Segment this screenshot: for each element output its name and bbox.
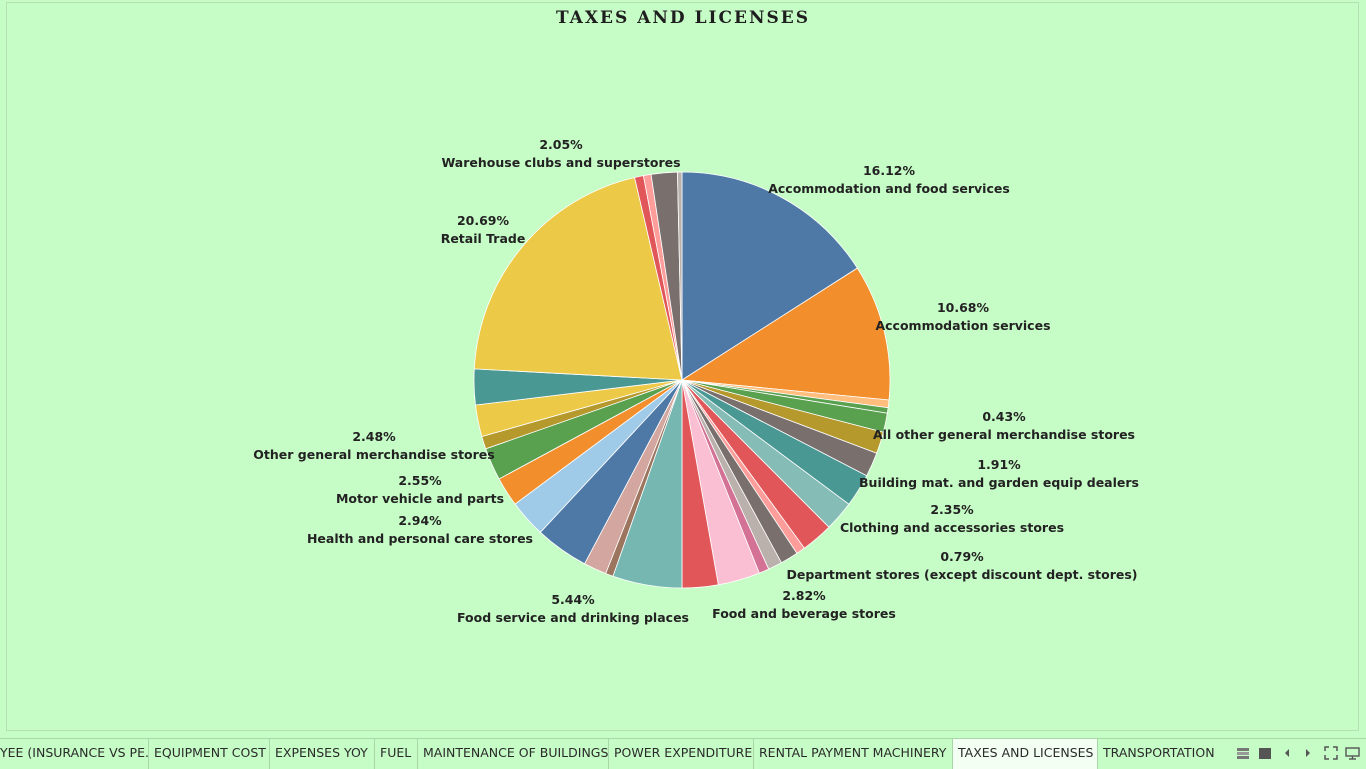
fullscreen-icon[interactable] [1324, 746, 1338, 760]
label-pct-accommodation-food: 16.12% [863, 163, 916, 178]
label-pct-department: 0.79% [940, 549, 984, 564]
pie-slice-retail-trade[interactable] [473, 177, 683, 381]
tab-power-expenditure[interactable]: POWER EXPENDITURE [609, 739, 754, 769]
label-pct-health: 2.94% [398, 513, 442, 528]
tab-transportation[interactable]: TRANSPORTATION [1103, 745, 1215, 760]
label-name-department: Department stores (except discount dept.… [786, 567, 1137, 582]
label-pct-warehouse: 2.05% [539, 137, 583, 152]
label-name-all-other-general: All other general merchandise stores [873, 427, 1135, 442]
tab-rental-payment[interactable]: RENTAL PAYMENT MACHINERY [754, 739, 953, 769]
presentation-icon[interactable] [1345, 746, 1360, 760]
chart-title: TAXES AND LICENSES [555, 8, 811, 28]
next-sheet-icon[interactable] [1303, 746, 1313, 760]
tab-expenses-yoy[interactable]: EXPENSES YOY [270, 739, 375, 769]
label-pct-building-mat: 1.91% [977, 457, 1021, 472]
tab-employee-insurance[interactable]: YEE (INSURANCE VS PE... [0, 739, 149, 769]
label-name-accommodation-services: Accommodation services [875, 318, 1050, 333]
sheet-tab-bar: YEE (INSURANCE VS PE... EQUIPMENT COST E… [0, 738, 1366, 769]
single-view-icon[interactable] [1258, 746, 1272, 760]
label-pct-other-general: 2.48% [352, 429, 396, 444]
tab-taxes-licenses[interactable]: TAXES AND LICENSES [953, 739, 1098, 769]
prev-sheet-icon[interactable] [1282, 746, 1292, 760]
label-name-food-beverage: Food and beverage stores [712, 606, 896, 621]
label-pct-clothing: 2.35% [930, 502, 974, 517]
label-name-clothing: Clothing and accessories stores [840, 520, 1064, 535]
label-name-retail-trade: Retail Trade [441, 231, 526, 246]
tab-maintenance-buildings[interactable]: MAINTENANCE OF BUILDINGS [418, 739, 609, 769]
label-pct-motor-vehicle: 2.55% [398, 473, 442, 488]
label-pct-accommodation-services: 10.68% [937, 300, 990, 315]
label-name-warehouse: Warehouse clubs and superstores [441, 155, 680, 170]
label-name-building-mat: Building mat. and garden equip dealers [859, 475, 1139, 490]
pie-slice-accommodation-services[interactable] [680, 267, 891, 401]
label-pct-food-beverage: 2.82% [782, 588, 826, 603]
pie-chart: 16.12% Accommodation and food services 1… [253, 137, 1139, 625]
label-name-health: Health and personal care stores [307, 531, 533, 546]
label-pct-food-service: 5.44% [551, 592, 595, 607]
label-name-motor-vehicle: Motor vehicle and parts [336, 491, 504, 506]
label-name-other-general: Other general merchandise stores [253, 447, 494, 462]
tab-equipment-cost[interactable]: EQUIPMENT COST [149, 739, 270, 769]
label-name-accommodation-food: Accommodation and food services [768, 181, 1010, 196]
grid-view-icon[interactable] [1236, 746, 1250, 760]
pie-slice-unlabeled-30[interactable] [677, 171, 683, 381]
tab-fuel[interactable]: FUEL [375, 739, 418, 769]
label-pct-all-other-general: 0.43% [982, 409, 1026, 424]
label-name-food-service: Food service and drinking places [457, 610, 689, 625]
pie-slice-accommodation-and-food-services[interactable] [681, 171, 858, 381]
label-pct-retail-trade: 20.69% [457, 213, 510, 228]
